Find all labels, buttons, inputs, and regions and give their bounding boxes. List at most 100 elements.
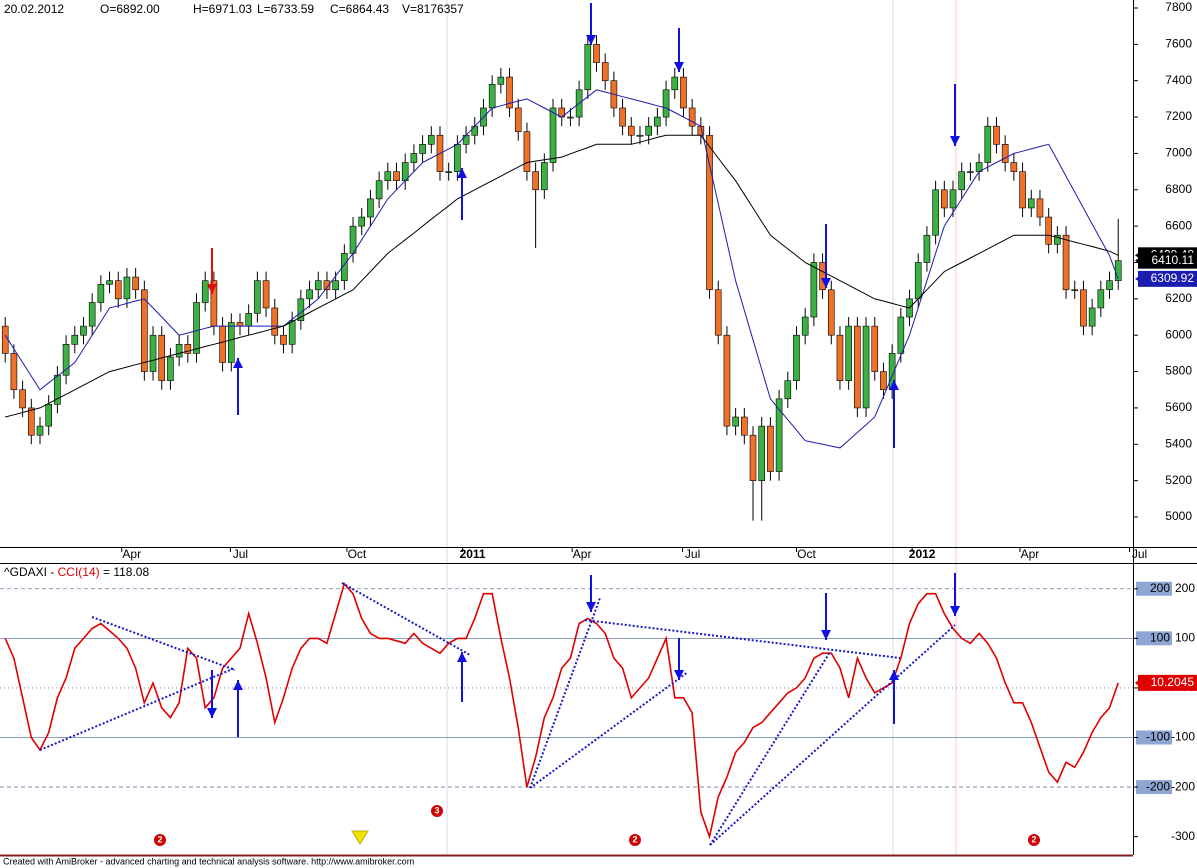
candle-body xyxy=(193,302,200,354)
signal-marker xyxy=(154,834,166,846)
signal-marker xyxy=(629,834,641,846)
candle-body xyxy=(706,134,713,291)
candle-body xyxy=(28,407,35,436)
candle-body xyxy=(323,280,331,291)
y-tick-label: 6600 xyxy=(1165,218,1192,232)
candle-body xyxy=(549,107,557,163)
candle-body xyxy=(749,434,757,481)
candle-body xyxy=(219,325,226,363)
indicator-name: CCI(14) xyxy=(58,565,100,579)
annotation-arrowhead xyxy=(233,680,243,690)
candle-body xyxy=(341,253,348,281)
annotation-arrowhead xyxy=(207,284,217,294)
candle-body xyxy=(254,280,261,314)
candle-body xyxy=(645,125,652,136)
candle-body xyxy=(445,171,452,173)
y-tick-label: 6200 xyxy=(1165,291,1192,305)
footer: Created with AmiBroker - advanced charti… xyxy=(3,856,414,866)
candle-body xyxy=(584,44,592,91)
y-tick-label: 200 xyxy=(1175,581,1195,595)
candle-body xyxy=(801,316,809,336)
y-tick-box-label: -200 xyxy=(1146,779,1170,793)
trend-line xyxy=(91,616,236,671)
candle-body xyxy=(19,389,26,409)
signal-label: 2 xyxy=(157,834,162,844)
trend-line xyxy=(529,597,601,789)
candle-body xyxy=(271,307,279,336)
y-tick-label: 5200 xyxy=(1165,473,1192,487)
candle-body xyxy=(984,125,992,163)
candle-body xyxy=(280,334,287,345)
x-tick-label: Apr xyxy=(573,547,592,561)
candle-body xyxy=(784,380,792,400)
candle-body xyxy=(897,316,905,354)
candle-body xyxy=(941,189,948,209)
candle-body xyxy=(775,398,783,472)
annotation-arrowhead xyxy=(586,35,596,45)
y-tick-label: 5000 xyxy=(1165,509,1192,523)
annotation-arrowhead xyxy=(821,630,831,640)
last-value-box xyxy=(1138,674,1197,691)
signal-markers: 2 3 2 2 xyxy=(154,805,1040,846)
candle-body xyxy=(36,425,44,436)
candle-body xyxy=(288,320,296,345)
y-tick-label: 100 xyxy=(1175,631,1195,645)
candle-body xyxy=(1106,280,1113,291)
candle-body xyxy=(627,125,635,136)
header-volume: V=8176357 xyxy=(402,2,464,16)
candle-body xyxy=(636,134,644,137)
cci-line xyxy=(4,582,1119,840)
candle-body xyxy=(688,107,696,127)
candle-body xyxy=(1062,234,1070,291)
header-high: H=6971.03 xyxy=(193,2,252,16)
annotation-arrowhead xyxy=(457,652,467,662)
candle-body xyxy=(1019,171,1026,209)
x-tick-label: 2012 xyxy=(909,547,936,561)
y-tick-box xyxy=(1136,780,1172,795)
candle-body xyxy=(680,76,687,109)
candle-body xyxy=(384,171,392,181)
candle-body xyxy=(793,334,800,381)
candle-body xyxy=(819,262,826,291)
header-date: 20.02.2012 xyxy=(4,2,64,16)
candle-body xyxy=(97,284,105,303)
candle-body xyxy=(462,134,470,145)
candle-body xyxy=(62,344,70,376)
y-tick-label: -300 xyxy=(1171,829,1195,843)
candle-body xyxy=(723,334,731,427)
candle-body xyxy=(619,107,626,127)
candle-body xyxy=(1088,307,1096,327)
candle-body xyxy=(1010,162,1018,172)
y-tick-label: 7600 xyxy=(1165,37,1192,51)
candle-body xyxy=(454,144,461,172)
moving-average xyxy=(4,89,1119,449)
annotation-arrowhead xyxy=(457,168,467,178)
x-tick-label: Apr xyxy=(1021,547,1040,561)
annotation-arrowhead xyxy=(674,670,684,680)
candle-body xyxy=(262,280,270,309)
candle-body xyxy=(201,280,209,303)
candle-body xyxy=(767,425,774,472)
annotation-arrowhead xyxy=(233,358,243,368)
candle-body xyxy=(45,403,52,427)
y-tick-label: 7200 xyxy=(1165,109,1192,123)
candle-body xyxy=(827,289,835,336)
candle-body xyxy=(514,107,522,132)
y-tick-label: 6800 xyxy=(1165,182,1192,196)
candle-body xyxy=(123,276,131,300)
candle-body xyxy=(662,89,670,118)
signal-label: 2 xyxy=(1031,834,1036,844)
candle-body xyxy=(862,325,870,409)
candle-body xyxy=(1027,198,1035,209)
candle-body xyxy=(532,171,539,191)
last-value-label: 10.2045 xyxy=(1151,675,1195,689)
candle-body xyxy=(967,171,974,173)
annotation-arrowhead xyxy=(950,136,960,146)
candle-body xyxy=(741,416,748,436)
candle-body xyxy=(488,84,496,109)
candle-body xyxy=(427,134,435,145)
candle-body xyxy=(410,153,418,163)
signal-label: 2 xyxy=(632,834,637,844)
candle-body xyxy=(132,276,139,291)
candle-body xyxy=(671,76,679,91)
